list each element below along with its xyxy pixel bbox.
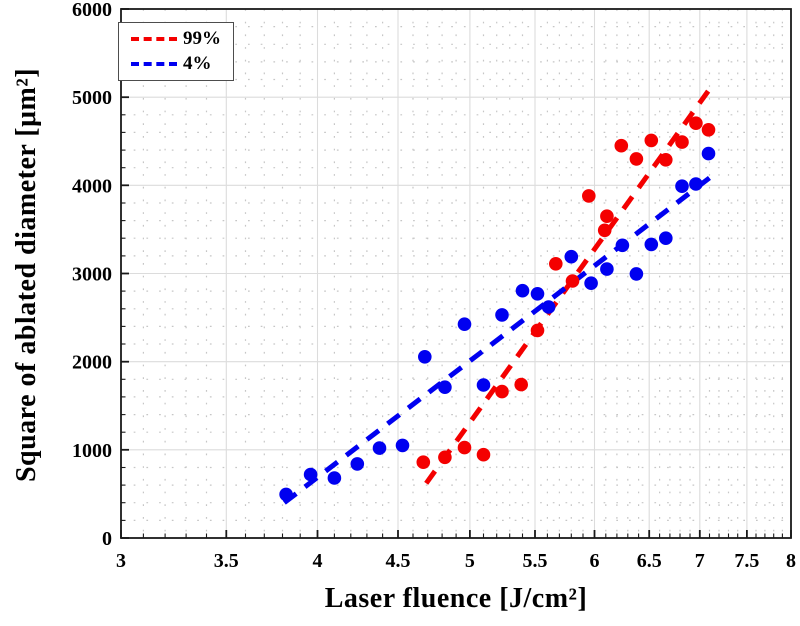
trend-line-4% [282, 170, 719, 505]
data-point-4% [495, 308, 509, 322]
data-point-4% [350, 457, 365, 471]
legend-dash-red [131, 37, 177, 41]
data-point-99% [582, 189, 596, 203]
data-point-99% [457, 440, 472, 455]
data-point-4% [457, 317, 472, 332]
svg-text:4.5: 4.5 [386, 550, 411, 572]
data-point-99% [659, 153, 673, 167]
data-point-99% [514, 377, 528, 392]
data-point-99% [416, 455, 431, 470]
data-point-4% [675, 179, 689, 193]
svg-text:7: 7 [695, 550, 705, 572]
data-point-4% [395, 438, 410, 453]
data-point-99% [701, 123, 716, 137]
y-tick-labels: 0 1000 2000 3000 4000 5000 6000 [72, 0, 112, 550]
svg-text:5: 5 [465, 550, 475, 572]
data-point-99% [565, 274, 580, 288]
data-point-4% [303, 467, 318, 482]
svg-text:7.5: 7.5 [734, 550, 759, 572]
svg-text:1000: 1000 [72, 440, 112, 462]
svg-text:3.5: 3.5 [214, 550, 239, 572]
data-point-4% [327, 471, 342, 485]
legend-item-99: 99% [131, 28, 221, 50]
data-point-4% [701, 146, 716, 161]
data-point-99% [614, 138, 629, 153]
legend-label-99: 99% [183, 28, 221, 49]
x-tick-labels: 3 3.5 4 4.5 5 5.5 6 6.5 7 7.5 8 [116, 550, 796, 572]
scatter-points-4% [279, 146, 716, 502]
svg-text:5.5: 5.5 [523, 550, 548, 572]
legend-dash-blue [131, 62, 177, 66]
data-point-99% [675, 135, 689, 149]
data-point-4% [476, 378, 491, 392]
data-point-99% [597, 223, 612, 238]
data-point-4% [615, 238, 630, 253]
scatter-points-99% [416, 116, 716, 470]
data-point-99% [438, 450, 452, 465]
axis-ticks [120, 8, 792, 539]
x-axis-label: Laser fluence [J/cm²] [324, 583, 588, 614]
svg-text:3000: 3000 [72, 264, 112, 286]
svg-text:6.5: 6.5 [637, 550, 662, 572]
svg-text:2000: 2000 [72, 352, 112, 374]
svg-text:6: 6 [590, 550, 600, 572]
svg-text:4: 4 [313, 550, 323, 572]
data-point-4% [418, 350, 432, 364]
legend: 99% 4% [118, 22, 234, 81]
data-point-4% [438, 380, 452, 395]
svg-text:3: 3 [116, 550, 126, 572]
data-point-4% [659, 231, 673, 245]
data-point-4% [689, 177, 703, 191]
data-point-4% [564, 249, 579, 264]
data-point-99% [476, 447, 491, 462]
svg-text:0: 0 [102, 528, 112, 550]
data-point-99% [495, 384, 509, 399]
data-point-4% [600, 262, 614, 276]
svg-text:8: 8 [786, 550, 796, 572]
data-point-99% [689, 116, 703, 130]
data-point-4% [644, 237, 659, 252]
legend-item-4: 4% [131, 53, 221, 75]
svg-text:6000: 6000 [72, 0, 112, 21]
data-point-99% [600, 209, 614, 223]
data-point-4% [279, 487, 293, 502]
data-point-4% [541, 300, 556, 314]
data-point-99% [629, 152, 644, 166]
data-point-4% [629, 267, 644, 281]
data-point-4% [372, 441, 387, 455]
data-point-99% [644, 133, 659, 148]
data-point-99% [530, 323, 545, 338]
major-grid [121, 9, 791, 538]
data-point-4% [584, 276, 598, 291]
svg-text:5000: 5000 [72, 87, 112, 109]
legend-label-4: 4% [183, 53, 212, 74]
data-point-4% [515, 283, 530, 298]
data-point-99% [549, 257, 563, 271]
svg-text:4000: 4000 [72, 175, 112, 197]
y-axis-label: Square of ablated diameter [μm²] [11, 67, 42, 483]
data-point-4% [530, 287, 545, 301]
y-axis-label-wrap: Square of ablated diameter [μm²] [11, 0, 45, 555]
